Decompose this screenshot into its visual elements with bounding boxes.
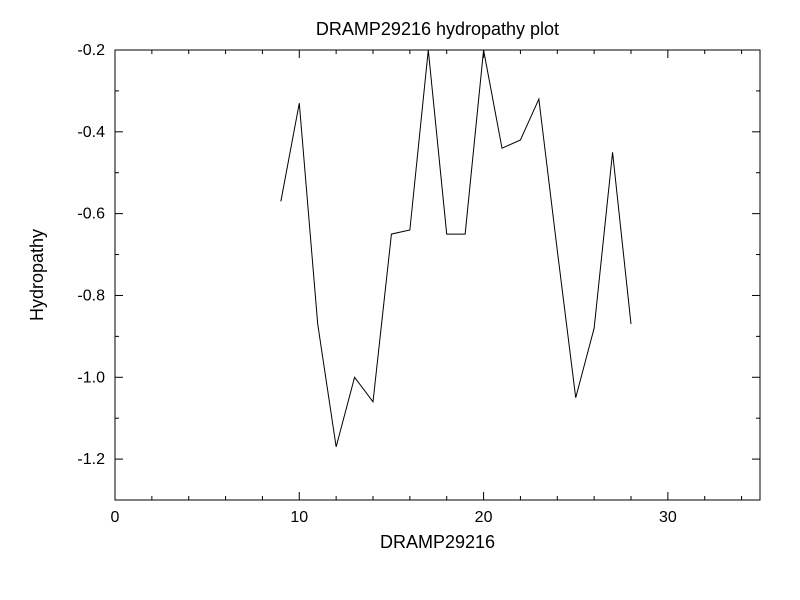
x-tick-label: 0 [111, 509, 120, 526]
y-tick-label: -1.0 [77, 369, 105, 386]
x-tick-label: 30 [659, 509, 677, 526]
y-tick-label: -0.8 [77, 287, 105, 304]
x-tick-label: 20 [475, 509, 493, 526]
y-axis-label: Hydropathy [27, 229, 47, 321]
x-axis-label: DRAMP29216 [380, 532, 495, 552]
hydropathy-chart: 0 10 20 30 -1.2 -1.0 -0.8 -0.6 -0.4 -0.2 DRAMP2921… [0, 0, 800, 600]
chart-title: DRAMP29216 hydropathy plot [316, 19, 559, 39]
y-tick-label: -0.6 [77, 206, 105, 223]
y-tick-label: -1.2 [77, 451, 105, 468]
y-tick-label: -0.4 [77, 124, 105, 141]
chart-svg: 0 10 20 30 -1.2 -1.0 -0.8 -0.6 -0.4 -0.2 DRAMP2921… [0, 0, 800, 600]
x-tick-label: 10 [290, 509, 308, 526]
hydropathy-line [281, 50, 631, 447]
y-tick-label: -0.2 [77, 42, 105, 59]
